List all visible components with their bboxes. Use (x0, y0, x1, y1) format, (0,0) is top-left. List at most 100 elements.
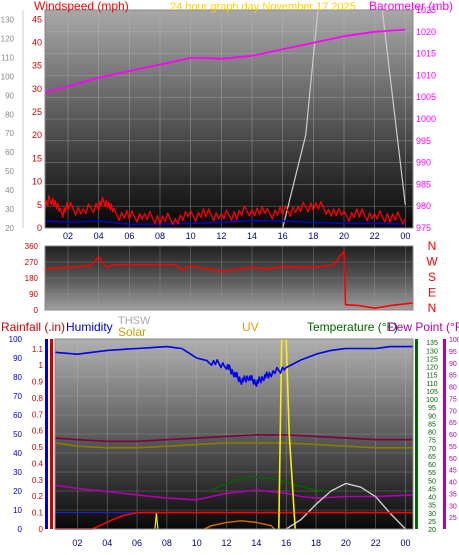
rain-tick-label: 0.2 (32, 492, 44, 501)
alt-tick-label: 20 (5, 224, 14, 233)
temp-tick-label: 85 (428, 421, 436, 428)
temp-tick-label: 70 (428, 446, 436, 453)
dewpoint-tick-label: 80 (449, 385, 457, 392)
compass-label: E (428, 286, 436, 300)
thsw-line (285, 482, 406, 530)
x-tick-label: 22 (371, 538, 381, 548)
rainfall-line (55, 511, 413, 530)
x-tick-label: 14 (247, 231, 257, 241)
humidity-line (54, 345, 413, 387)
temp-tick-label: 125 (426, 356, 438, 363)
direction-tick-label: 90 (29, 290, 38, 299)
dewpoint-tick-label: 50 (449, 456, 457, 463)
x-tick-label: 20 (341, 538, 351, 548)
mph-tick-label: 25 (32, 107, 42, 117)
mph-tick-label: 15 (32, 153, 42, 163)
barometer-line (44, 28, 406, 94)
compass-label: W (426, 255, 438, 269)
temp-tick-label: 75 (428, 438, 436, 445)
mph-tick-label: 30 (32, 84, 42, 94)
alt-tick-label: 40 (5, 186, 14, 195)
humidity-tick-label: 30 (13, 468, 22, 477)
temp-tick-label: 100 (426, 397, 438, 404)
rain-tick-label: 0.3 (32, 476, 44, 485)
barometer-tick-label: 1020 (416, 27, 436, 37)
x-tick-label: 04 (102, 538, 112, 548)
dewpoint-tick-label: 75 (449, 396, 457, 403)
barometer-tick-label: 1025 (416, 5, 436, 15)
x-tick-label: 12 (222, 538, 232, 548)
barometer-tick-label: 990 (416, 158, 431, 168)
x-tick-label: 08 (155, 231, 165, 241)
direction-tick-label: 0 (34, 306, 39, 315)
temperature-line (54, 433, 413, 443)
solar-label: Solar (118, 325, 146, 339)
dewpoint-tick-label: 45 (449, 468, 457, 475)
uv-label: UV (242, 320, 259, 334)
alt-tick-label: 120 (1, 34, 15, 43)
humidity-tick-label: 70 (13, 392, 22, 401)
x-tick-label: 10 (186, 231, 196, 241)
alt-tick-label: 110 (1, 53, 14, 62)
direction-tick-label: 180 (25, 274, 39, 283)
temp-tick-label: 60 (428, 462, 436, 469)
x-tick-label: 02 (72, 538, 82, 548)
windspeed-axis-label: Windspeed (mph) (34, 0, 129, 13)
barometer-tick-label: 1015 (416, 49, 436, 59)
x-tick-label: 00 (401, 538, 411, 548)
dewpoint-tick-label: 65 (449, 420, 457, 427)
humidity-tick-label: 60 (13, 411, 22, 420)
temp-tick-label: 40 (428, 495, 436, 502)
temp-axis-bar (415, 339, 418, 529)
temp-hum-frame (54, 338, 414, 530)
rain-tick-label: 0.8 (32, 394, 44, 403)
humidity-tick-label: 90 (13, 354, 22, 363)
humidity-tick-label: 40 (13, 449, 22, 458)
dewpoint-tick-label: 100 (449, 337, 459, 344)
temp-hum-ticks: 02 04 06 08 10 12 14 16 18 20 22 000102030405060708… (9, 335, 459, 548)
direction-series (44, 250, 414, 310)
x-tick-label: 22 (370, 231, 380, 241)
x-tick-label: 02 (63, 231, 73, 241)
x-tick-label: 08 (162, 538, 172, 548)
dewpoint-tick-label: 55 (449, 444, 457, 451)
uv-spike (154, 513, 159, 530)
x-tick-label: 14 (251, 538, 261, 548)
rainfall-label: Rainfall (.in) (1, 320, 65, 334)
wind-baro-grid (45, 9, 413, 229)
rain-tick-label: 0.5 (32, 443, 44, 452)
x-tick-label: 06 (124, 231, 134, 241)
rain-tick-label: 0.4 (32, 459, 44, 468)
temperature-label: Temperature (°F) (307, 320, 398, 334)
temp-tick-label: 90 (428, 413, 436, 420)
compass-label: N (428, 239, 437, 253)
temp-hum-grid (55, 338, 413, 530)
humidity-tick-label: 80 (13, 373, 22, 382)
dewpoint-tick-label: 30 (449, 503, 457, 510)
dewpoint-tick-label: 60 (449, 432, 457, 439)
alt-tick-label: 60 (5, 148, 14, 157)
temp-tick-label: 110 (426, 381, 437, 388)
humidity-tick-label: 10 (13, 506, 22, 515)
x-tick-label: 16 (281, 538, 291, 548)
dewpoint-tick-label: 70 (449, 408, 457, 415)
mph-tick-label: 45 (32, 14, 42, 24)
barometer-axis-label: Barometer (mb) (369, 0, 453, 13)
dewpoint-tick-label: 85 (449, 373, 457, 380)
windspeed-line (44, 195, 406, 225)
humidity-label: Humidity (66, 320, 113, 334)
temp-tick-label: 30 (428, 511, 436, 518)
humidity-tick-label: 100 (9, 335, 23, 344)
wind-baro-ticks: 02 04 06 08 10 12 14 16 18 20 22 00 975 980 985 990 995 1… (1, 5, 436, 241)
temp-tick-label: 135 (426, 340, 438, 347)
chart-title: 24 hour graph day November 17 2025 (170, 1, 356, 13)
temp-tick-label: 120 (426, 365, 438, 372)
dewpoint-tick-label: 40 (449, 480, 457, 487)
alt-tick-label: 90 (5, 91, 14, 100)
alt-tick-label: 130 (1, 15, 15, 24)
barometer-tick-label: 995 (416, 136, 431, 146)
dewpoint-label: Dew Point (°F) (388, 320, 459, 334)
mph-tick-label: 20 (32, 130, 42, 140)
